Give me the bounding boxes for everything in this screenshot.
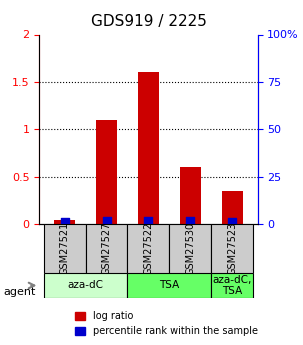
Point: [188, 218, 193, 224]
FancyBboxPatch shape: [211, 273, 253, 298]
Point: [104, 218, 109, 224]
FancyBboxPatch shape: [128, 273, 211, 298]
Bar: [222, 191, 243, 224]
Text: GSM27527: GSM27527: [102, 222, 112, 275]
Title: GDS919 / 2225: GDS919 / 2225: [91, 14, 206, 29]
FancyBboxPatch shape: [169, 224, 211, 273]
Bar: [96, 120, 117, 224]
Point: [230, 219, 235, 224]
Text: agent: agent: [3, 287, 35, 296]
Point: [146, 218, 151, 223]
Text: GSM27530: GSM27530: [185, 222, 195, 275]
Text: GSM27521: GSM27521: [60, 222, 70, 275]
Bar: [54, 219, 75, 224]
FancyBboxPatch shape: [211, 224, 253, 273]
Bar: [180, 167, 201, 224]
Text: GSM27523: GSM27523: [227, 222, 237, 275]
Bar: [138, 72, 159, 224]
FancyBboxPatch shape: [44, 224, 85, 273]
Legend: log ratio, percentile rank within the sample: log ratio, percentile rank within the sa…: [72, 307, 262, 340]
Text: TSA: TSA: [159, 280, 180, 290]
Point: [62, 219, 67, 225]
FancyBboxPatch shape: [128, 224, 169, 273]
FancyBboxPatch shape: [44, 273, 128, 298]
FancyBboxPatch shape: [85, 224, 128, 273]
Text: aza-dC: aza-dC: [68, 280, 104, 290]
Text: aza-dC,
TSA: aza-dC, TSA: [213, 275, 252, 296]
Text: GSM27522: GSM27522: [143, 222, 154, 275]
